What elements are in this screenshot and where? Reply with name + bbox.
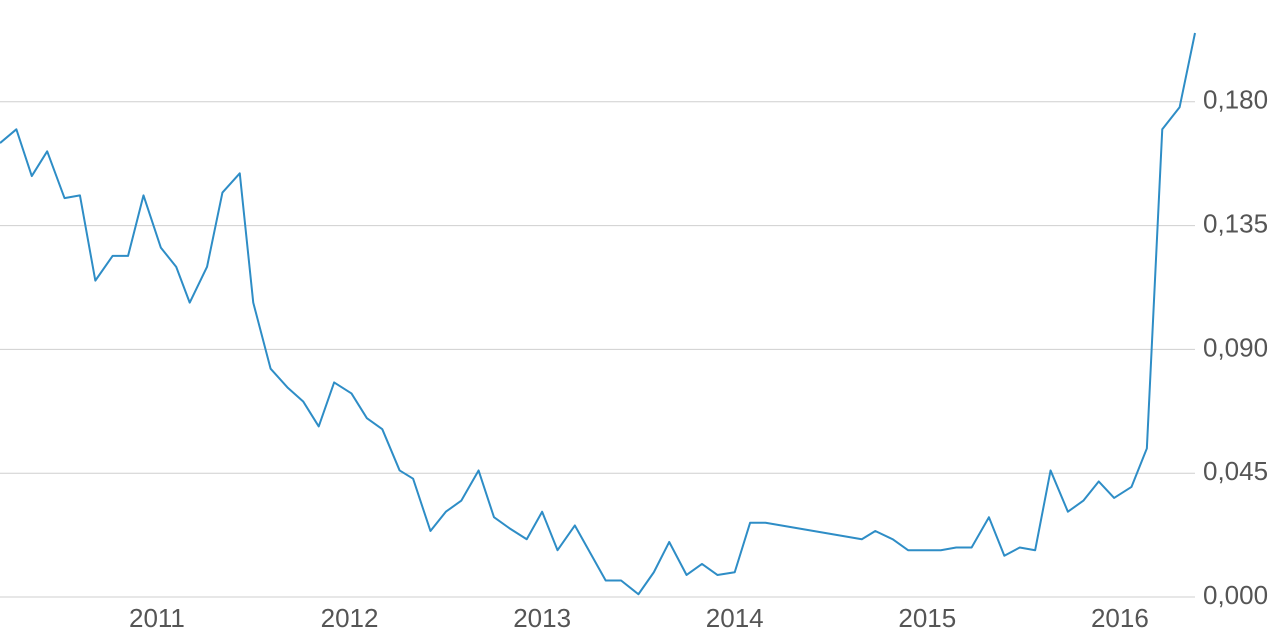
y-tick-label: 0,090 bbox=[1203, 332, 1268, 362]
y-tick-label: 0,135 bbox=[1203, 208, 1268, 238]
x-tick-label: 2011 bbox=[129, 603, 185, 633]
x-tick-label: 2015 bbox=[898, 603, 956, 633]
x-tick-label: 2013 bbox=[513, 603, 571, 633]
x-tick-label: 2016 bbox=[1091, 603, 1149, 633]
line bbox=[0, 32, 1196, 596]
y-tick-label: 0,000 bbox=[1203, 580, 1268, 610]
x-tick-label: 2014 bbox=[706, 603, 764, 633]
y-tick-label: 0,045 bbox=[1203, 456, 1268, 486]
x-tick-label: 2012 bbox=[321, 603, 379, 633]
y-tick-label: 0,180 bbox=[1203, 85, 1268, 115]
